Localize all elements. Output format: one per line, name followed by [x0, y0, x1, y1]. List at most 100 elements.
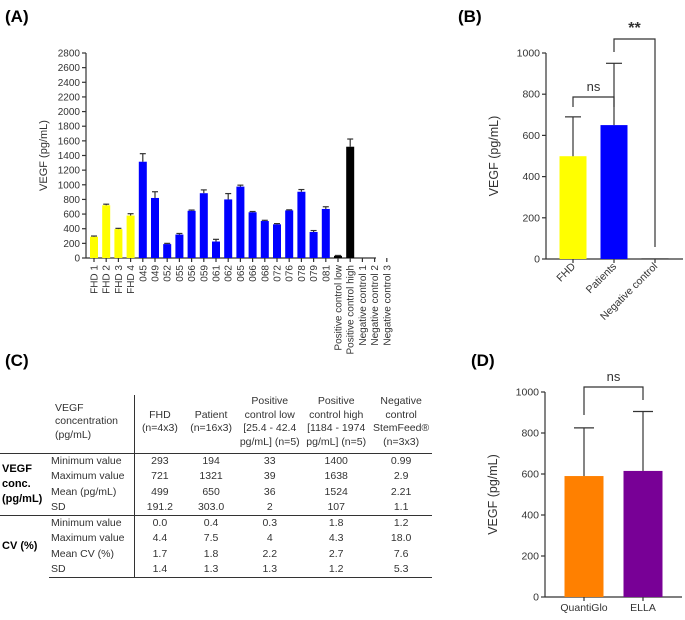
y-tick-label: 400: [63, 224, 80, 235]
row-group-label: VEGF conc. (pg/mL): [0, 452, 49, 516]
bar: [623, 470, 663, 597]
header-blank: [0, 395, 49, 454]
table-cell: 650: [202, 485, 220, 498]
bar: [151, 197, 159, 258]
bar: [102, 205, 111, 258]
table-cell: 4.4: [133, 531, 185, 547]
bar: [163, 244, 172, 258]
row-label: SD: [48, 562, 135, 579]
bar: [236, 186, 245, 258]
panel-label-d: (D): [471, 351, 495, 370]
y-tick-label: 0: [533, 592, 539, 604]
table-cell: 36: [263, 485, 276, 498]
table-cell: 1.3: [184, 562, 238, 579]
table-cell: 7.6: [393, 547, 409, 560]
bar: [309, 232, 318, 258]
x-tick-label: Negative control 2: [370, 265, 381, 346]
y-tick-label: 1800: [58, 122, 81, 133]
table-cell: 499: [133, 484, 185, 500]
x-tick-label: 062: [224, 265, 235, 282]
table-cell: 1.2: [370, 515, 432, 532]
table-cell: 2.2: [262, 547, 278, 560]
table-cell: 1400: [302, 453, 371, 470]
bar: [559, 156, 587, 259]
significance-bracket: [583, 386, 644, 415]
row-label: Maximum value: [50, 532, 125, 545]
x-tick-label: FHD 4: [126, 265, 137, 294]
y-tick-label: 0: [74, 254, 80, 265]
x-tick-label: QuantiGlo: [560, 602, 607, 614]
row-label: Mean CV (%): [50, 547, 114, 560]
x-tick-label: FHD 2: [102, 265, 113, 294]
row-label: Minimum value: [48, 453, 135, 470]
y-tick-label: 800: [63, 195, 80, 206]
table-cell: 1.7: [133, 546, 185, 563]
row-group-label: CV (%): [0, 515, 49, 578]
header-cell: Positive control low [25.4 - 42.4 pg/mL]…: [239, 395, 300, 448]
x-tick-label: 045: [138, 265, 149, 282]
table-row: VEGF conc. (pg/mL) Minimum value 293 194 33 1…: [0, 452, 432, 516]
x-tick-label: Positive control high: [346, 265, 357, 355]
table-cell: 107: [327, 500, 345, 513]
header-cell: Patient (n=16x3): [190, 408, 232, 435]
table-cell: 191.2: [133, 499, 185, 516]
table-cell: 1.8: [203, 547, 219, 560]
significance-bracket: [572, 96, 615, 107]
table-cell: 194: [184, 453, 238, 470]
y-tick-label: 1000: [58, 180, 81, 191]
panel-label-c: (C): [5, 351, 29, 370]
table-cell: 1321: [199, 470, 223, 483]
y-tick-label: 2800: [58, 49, 81, 60]
x-tick-label: 066: [248, 265, 259, 282]
table-cell: 2.7: [328, 547, 344, 560]
table-cell: 7.5: [203, 532, 219, 545]
x-tick-label: 072: [273, 265, 284, 282]
table-row: Mean CV (%) 1.7 1.8 2.2 2.7 7.6: [0, 546, 432, 563]
table-row: Maximum value 4.4 7.5 4 4.3 18.0: [0, 531, 432, 547]
table-cell: 303.0: [197, 500, 225, 513]
x-tick-label: Negative control 3: [382, 265, 393, 346]
y-tick-label: 200: [63, 239, 80, 250]
bar: [199, 193, 208, 258]
significance-bracket: [613, 38, 656, 247]
table-cell: 2.21: [390, 485, 412, 498]
table-cell: 0.4: [184, 515, 238, 532]
header-cell: Negative control StemFeed® (n=3x3): [373, 395, 430, 448]
table-cell: 1.2: [302, 562, 371, 579]
bar: [564, 476, 604, 597]
y-tick-label: 2600: [58, 63, 81, 74]
bar: [260, 221, 269, 258]
x-tick-label: 065: [236, 265, 247, 282]
y-tick-label: 1000: [516, 387, 540, 399]
significance-label: ns: [607, 369, 621, 384]
y-tick-label: 200: [522, 212, 540, 224]
x-tick-label: FHD: [554, 260, 578, 284]
x-tick-label: FHD 3: [114, 265, 125, 294]
x-tick-label: 079: [309, 265, 320, 282]
table-cell: 2: [266, 500, 273, 513]
table-cell: 1.3: [237, 562, 303, 579]
table-row: CV (%) Minimum value 0.0 0.4 0.3 1.8 1.2: [0, 515, 432, 578]
table-cell: 0.0: [133, 515, 185, 532]
x-tick-label: 068: [260, 265, 271, 282]
x-tick-label: 061: [212, 265, 223, 282]
table-cell: 1.4: [133, 562, 185, 579]
row-label: Mean (pg/mL): [50, 485, 117, 498]
table-cell: 293: [133, 453, 185, 470]
bar: [321, 208, 330, 258]
bar: [138, 161, 147, 258]
y-tick-label: 800: [522, 89, 540, 101]
bar: [114, 229, 123, 258]
table-cell: 39: [263, 470, 276, 483]
table-header-row: VEGF concentration (pg/mL) FHD (n=4x3) Pat…: [0, 395, 432, 454]
bar: [90, 236, 98, 258]
y-tick-label: 600: [63, 210, 80, 221]
y-tick-label: 1000: [517, 48, 541, 60]
x-tick-label: 076: [285, 265, 296, 282]
table-cell: 4.3: [328, 532, 344, 545]
y-tick-label: 400: [522, 171, 540, 183]
row-label: Minimum value: [48, 515, 135, 532]
table-row: Mean (pg/mL) 499 650 36 1524 2.21: [0, 484, 432, 500]
y-axis-label: VEGF (pg/mL): [38, 120, 50, 191]
